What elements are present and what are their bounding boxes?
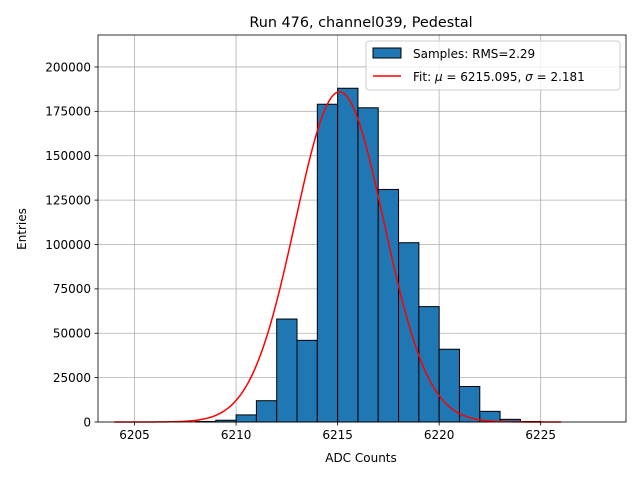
x-axis-label: ADC Counts	[325, 451, 397, 465]
y-tick-label: 200000	[45, 60, 91, 74]
axes-frame	[97, 34, 627, 423]
x-tick-label: 6220	[424, 428, 455, 442]
histogram-bars	[194, 87, 542, 423]
histogram-bar	[296, 339, 318, 423]
histogram-bar	[316, 103, 339, 423]
x-tick-label: 6215	[322, 428, 353, 442]
x-tick-label: 6210	[221, 428, 252, 442]
x-tick-label: 6225	[525, 428, 556, 442]
y-axis-ticks: 0 25000 50000 75000 100000 125000 150000 175000…	[45, 60, 98, 429]
chart-title: Run 476, channel039, Pedestal	[249, 15, 472, 31]
y-tick-label: 100000	[45, 238, 91, 252]
y-axis-label: Entries	[15, 208, 29, 250]
histogram-bar	[377, 188, 400, 423]
y-tick-label: 150000	[45, 149, 91, 163]
y-tick-label: 25000	[53, 371, 91, 385]
legend-samples-swatch	[372, 47, 402, 59]
x-axis-ticks: 6205 6210 6215 6220 6225	[119, 422, 556, 442]
legend-mu-value: = 6215.095,	[443, 70, 526, 84]
legend-fit-label: Fit: μ = 6215.095, σ = 2.181	[413, 70, 585, 84]
histogram-bar	[458, 385, 481, 423]
y-tick-label: 175000	[45, 105, 91, 119]
gaussian-fit-line	[114, 91, 562, 423]
y-tick-label: 125000	[45, 193, 91, 207]
histogram-bar	[337, 87, 359, 423]
legend-box	[365, 40, 621, 91]
histogram-bar	[255, 400, 278, 423]
histogram-bar	[276, 318, 298, 423]
legend-samples-label: Samples: RMS=2.29	[413, 47, 535, 61]
legend-sigma-symbol: σ	[525, 70, 533, 84]
y-tick-label: 0	[83, 415, 91, 429]
x-tick-label: 6205	[119, 428, 150, 442]
legend-sigma-value: = 2.181	[533, 70, 585, 84]
legend-mu-symbol: μ	[434, 70, 443, 84]
legend-fit-prefix: Fit:	[413, 70, 435, 84]
plot-area: 6205 6210 6215 6220 6225 0 25000 50000 75000 100…	[45, 34, 627, 442]
legend: Samples: RMS=2.29 Fit: μ = 6215.095, σ =…	[365, 40, 621, 91]
histogram-bar	[235, 414, 257, 423]
y-tick-label: 50000	[53, 327, 91, 341]
histogram-bar	[398, 242, 420, 423]
y-tick-label: 75000	[53, 282, 91, 296]
